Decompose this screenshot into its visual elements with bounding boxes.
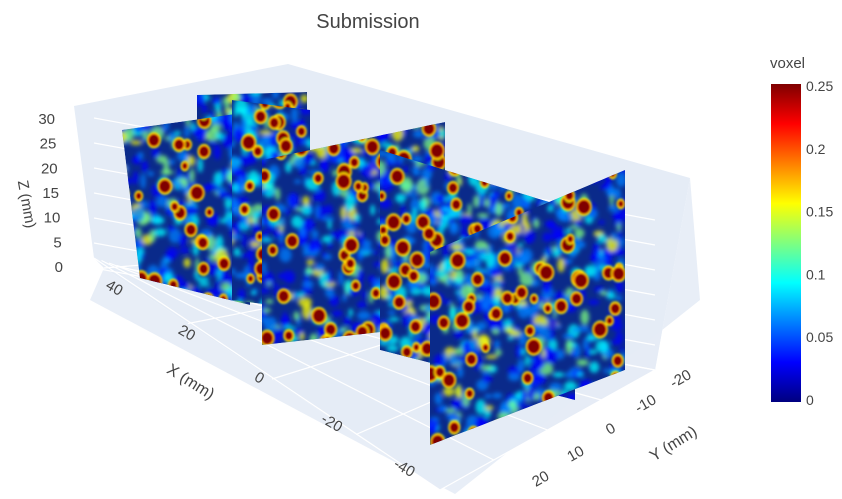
colorbar-tick-label: 0.2 xyxy=(806,141,826,157)
y-tick-label: -10 xyxy=(632,391,659,417)
colorbar xyxy=(771,84,801,402)
colorbar-tick-label: 0.05 xyxy=(806,329,833,345)
y-tick-label: -20 xyxy=(667,366,694,392)
grid-line xyxy=(93,257,441,491)
y-axis-label: Y (mm) xyxy=(647,423,700,465)
colorbar-tick-label: 0.25 xyxy=(806,78,833,94)
colorbar-ticks: 0 0.05 0.1 0.15 0.2 0.25 xyxy=(806,78,833,408)
z-tick-label: 20 xyxy=(41,160,58,177)
grid-line xyxy=(101,259,495,461)
x-axis-label: X (mm) xyxy=(164,361,217,403)
x-tick-label: 40 xyxy=(103,277,126,300)
y-tick-label: 10 xyxy=(564,443,587,466)
z-axis-label: Z (mm) xyxy=(14,179,39,230)
colorbar-tick-label: 0 xyxy=(806,392,814,408)
z-axis-ticks: 0 5 10 15 20 25 30 xyxy=(38,111,63,276)
chart-title: Submission xyxy=(316,11,419,33)
z-tick-label: 10 xyxy=(44,210,61,227)
y-tick-label: 20 xyxy=(529,468,552,491)
z-tick-label: 25 xyxy=(40,136,57,153)
y-tick-label: 0 xyxy=(603,420,619,439)
z-tick-label: 15 xyxy=(42,185,59,202)
z-tick-label: 5 xyxy=(53,234,61,251)
z-tick-label: 30 xyxy=(38,111,55,128)
floor-pane xyxy=(94,258,655,490)
colorbar-tick-label: 0.1 xyxy=(806,266,826,282)
colorbar-tick-label: 0.15 xyxy=(806,204,833,220)
x-tick-label: 20 xyxy=(175,322,198,345)
z-tick-label: 0 xyxy=(55,259,63,276)
colorbar-title: voxel xyxy=(770,55,805,72)
